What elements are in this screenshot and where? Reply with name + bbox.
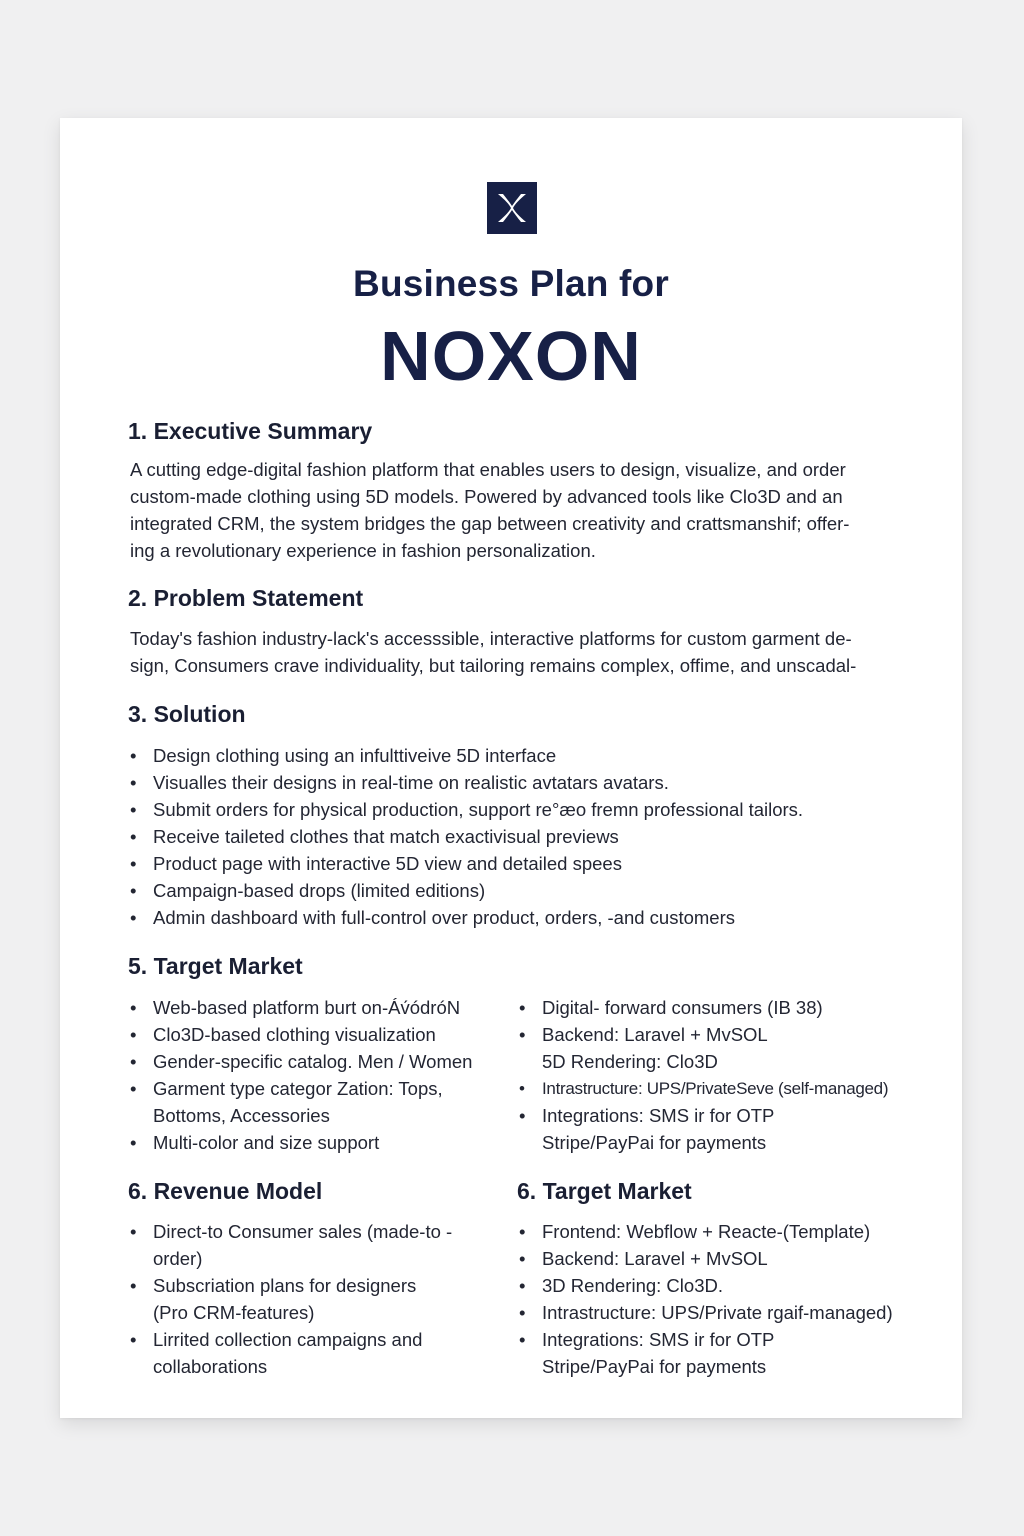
list-item: • Integrations: SMS ir for OTP Stripe/PayP…: [519, 1105, 775, 1153]
list-item: • Lirrited collection campaigns and collab…: [130, 1329, 423, 1377]
target-market-heading: 5. Target Market: [128, 953, 303, 979]
revenue-item-continuation: order): [153, 1248, 203, 1269]
target-market-2-heading: 6. Target Market: [517, 1178, 692, 1204]
revenue-model-heading: 6. Revenue Model: [128, 1178, 323, 1204]
target-right-item-continuation: Stripe/PayPai for payments: [542, 1132, 767, 1153]
list-item: • Garment type categor Zation: Tops, Botto…: [130, 1078, 443, 1126]
solution-item-text: Submit orders for physical production, s…: [153, 799, 804, 820]
document-page: Business Plan for NOXON 1. Executive Sum…: [60, 118, 962, 1418]
target-right-item-text: Intrastructure: UPS/PrivateSeve (self-ma…: [542, 1079, 889, 1098]
summary-line: custom-made clothing using 5D models. Po…: [130, 486, 843, 507]
revenue-item-text: Lirrited collection campaigns and: [153, 1329, 423, 1350]
noxon-x-logo-icon: [487, 182, 537, 234]
tech-item-text: Intrastructure: UPS/Private rɡaif-manage…: [542, 1302, 893, 1323]
problem-line: sign, Consumers crave individuality, but…: [130, 655, 857, 676]
solution-item-text: Visualles their designs in real-time on …: [153, 772, 669, 793]
target-right-item-continuation: 5D Rendering: Clo3D: [542, 1051, 718, 1072]
list-item: • Digital- forward consumers (IB 38): [519, 997, 823, 1018]
tech-item-text: 3D Rendering: Clo3D.: [542, 1275, 723, 1296]
target-left-item-text: Gender-specific catalog. Men / Women: [153, 1051, 473, 1072]
problem-statement-heading: 2. Problem Statement: [128, 585, 364, 611]
executive-summary-text: A cutting edge-digital fashion platform …: [130, 456, 950, 564]
target-right-item-text: Integrations: SMS ir for OTP: [542, 1105, 775, 1126]
list-item: • Integrations: SMS ir for OTP Stripe/PayP…: [519, 1329, 775, 1377]
target-right-item-text: Backend: Laravel + MvSOL: [542, 1024, 768, 1045]
solution-item-text: Design clothing using an infulttiveive 5…: [153, 745, 557, 766]
list-item: • Campaign-based drops (limited editions): [130, 880, 486, 901]
problem-line: Today's fashion industry-lack's accesssi…: [130, 628, 852, 649]
list-item: • Backend: Laravel + MvSOL 5D Rendering: C…: [519, 1024, 768, 1072]
tech-item-text: Backend: Laravel + MvSOL: [542, 1248, 768, 1269]
list-item: • Clo3D-based clothing visualization: [130, 1024, 436, 1045]
list-item: • Product page with interactive 5D view a…: [130, 853, 622, 874]
list-item: • Web-based platform burt on-Áv́ódróN: [130, 997, 461, 1018]
list-item: • Direct-to Consumer sales (made-to - orde…: [130, 1221, 453, 1269]
target-left-item-text: Garment type categor Zation: Tops,: [153, 1078, 443, 1099]
list-item: • Intrastructure: UPS/Private rɡaif-manag…: [519, 1302, 893, 1323]
summary-line: ing a revolutionary experience in fashio…: [130, 540, 596, 561]
tech-item-text: Frontend: Webflow + Reacte-(Template): [542, 1221, 871, 1242]
solution-heading: 3. Solution: [128, 701, 246, 727]
revenue-item-text: Subscriation plans for designers: [153, 1275, 417, 1296]
problem-statement-text: Today's fashion industry-lack's accesssi…: [130, 625, 950, 679]
title-prefix: Business Plan for: [353, 263, 669, 304]
target-left-item-continuation: Bottoms, Accessories: [153, 1105, 330, 1126]
company-name: NOXON: [380, 317, 642, 395]
tech-item-text: Integrations: SMS ir for OTP: [542, 1329, 775, 1350]
list-item: • Backend: Laravel + MvSOL: [519, 1248, 768, 1269]
list-item: • Frontend: Webflow + Reacte-(Template): [519, 1221, 871, 1242]
list-item: • Multi-color and size support: [130, 1132, 380, 1153]
solution-item-text: Receive taileted clothes that match exac…: [153, 826, 619, 847]
solution-item-text: Admin dashboard with full-control over p…: [153, 907, 735, 928]
revenue-item-continuation: (Pro CRM-features): [153, 1302, 315, 1323]
list-item: • 3D Rendering: Clo3D.: [519, 1275, 723, 1296]
list-item: • Admin dashboard with full-control over …: [130, 907, 735, 928]
list-item: • Intrastructure: UPS/PrivateSeve (self-m…: [519, 1079, 889, 1098]
list-item: • Gender-specific catalog. Men / Women: [130, 1051, 473, 1072]
list-item: • Submit orders for physical production, …: [130, 799, 804, 820]
summary-line: A cutting edge-digital fashion platform …: [130, 459, 846, 480]
list-item: • Design clothing using an infulttiveive …: [130, 745, 557, 766]
target-left-item-text: Multi-color and size support: [153, 1132, 380, 1153]
target-left-item-text: Clo3D-based clothing visualization: [153, 1024, 436, 1045]
logo-mark: [487, 182, 537, 234]
list-item: • Receive taileted clothes that match exa…: [130, 826, 619, 847]
solution-item-text: Product page with interactive 5D view an…: [153, 853, 622, 874]
target-right-item-text: Digital- forward consumers (IB 38): [542, 997, 823, 1018]
revenue-item-text: Direct-to Consumer sales (made-to -: [153, 1221, 453, 1242]
list-item: • Subscriation plans for designers (Pro CR…: [130, 1275, 417, 1323]
tech-item-continuation: Stripe/PayPai for payments: [542, 1356, 767, 1377]
revenue-item-continuation: collaborations: [153, 1356, 268, 1377]
list-item: • Visualles their designs in real-time on…: [130, 772, 669, 793]
target-left-item-text: Web-based platform burt on-Áv́ódróN: [153, 997, 461, 1018]
summary-line: integrated CRM, the system bridges the g…: [130, 513, 850, 534]
executive-summary-heading: 1. Executive Summary: [128, 418, 373, 444]
solution-item-text: Campaign-based drops (limited editions): [153, 880, 486, 901]
